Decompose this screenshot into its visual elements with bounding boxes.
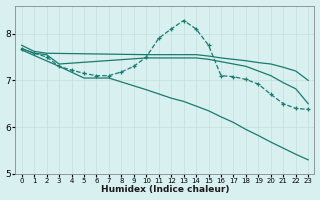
X-axis label: Humidex (Indice chaleur): Humidex (Indice chaleur) bbox=[101, 185, 229, 194]
